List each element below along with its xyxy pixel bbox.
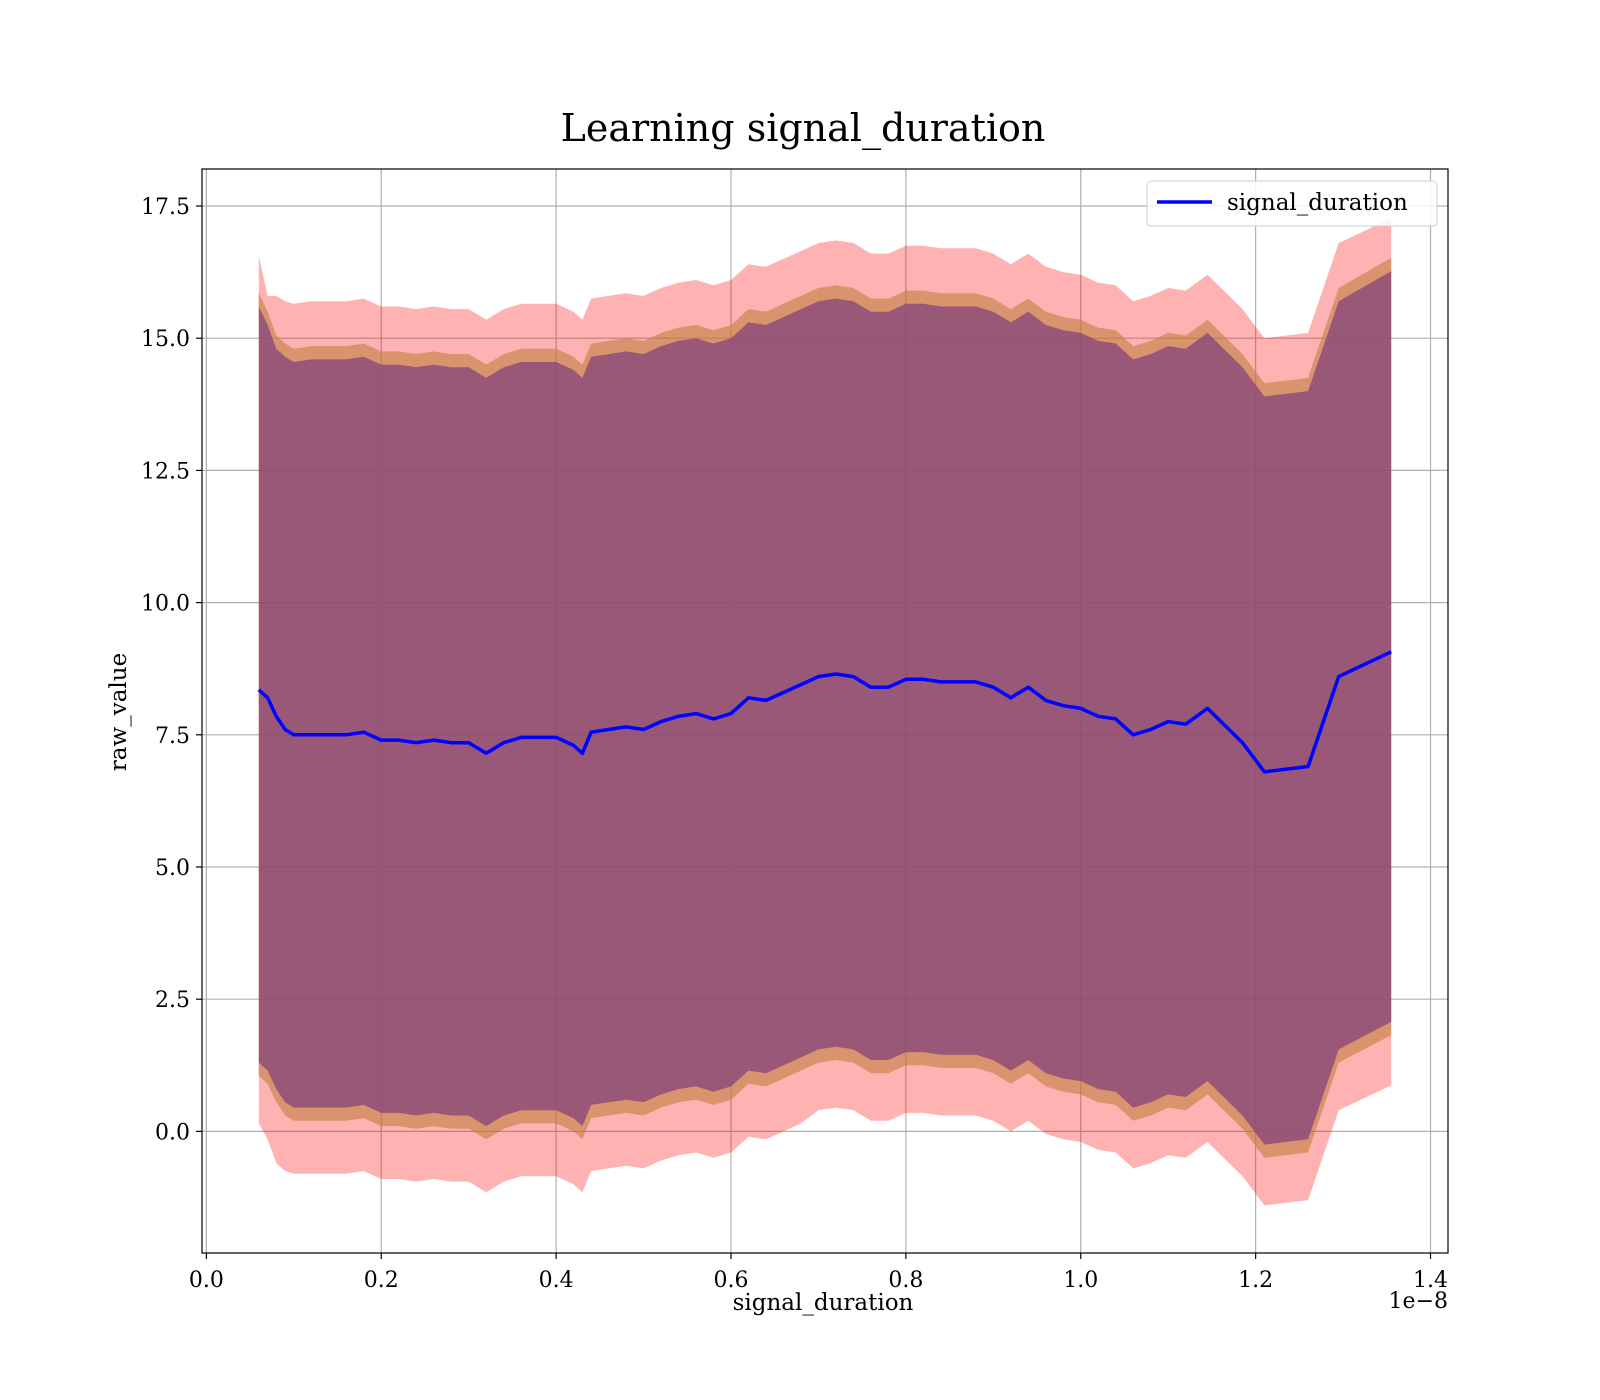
band-inner xyxy=(258,271,1392,1145)
x-tick-label: 0.6 xyxy=(714,1268,749,1293)
legend: signal_duration xyxy=(1146,180,1438,227)
y-axis-ticks: 0.0 2.5 5.0 7.5 10.0 12.5 15.0 17.5 xyxy=(141,195,202,1145)
y-tick-label: 17.5 xyxy=(141,195,190,220)
chart-title: Learning signal_duration xyxy=(561,106,1046,151)
legend-box xyxy=(1146,180,1438,227)
y-tick-label: 12.5 xyxy=(141,459,190,484)
x-tick-label: 0.2 xyxy=(364,1268,399,1293)
x-axis-label: signal_duration xyxy=(733,1290,914,1316)
x-tick-label: 0.0 xyxy=(189,1268,224,1293)
series-lines xyxy=(257,650,1392,774)
y-tick-label: 10.0 xyxy=(141,592,190,617)
x-tick-label: 0.8 xyxy=(888,1268,923,1293)
y-tick-label: 2.5 xyxy=(155,988,190,1013)
y-tick-label: 7.5 xyxy=(155,724,190,749)
y-tick-label: 0.0 xyxy=(155,1120,190,1145)
y-tick-label: 15.0 xyxy=(141,327,190,352)
legend-label: signal_duration xyxy=(1227,190,1408,216)
plot-frame xyxy=(201,168,1449,1254)
x-tick-label: 1.2 xyxy=(1238,1268,1273,1293)
x-tick-label: 1.0 xyxy=(1063,1268,1098,1293)
series-line-signal-duration xyxy=(257,650,1392,774)
confidence-bands xyxy=(258,218,1392,1206)
x-axis-offset-label: 1e−8 xyxy=(1389,1289,1448,1314)
x-tick-label: 1.4 xyxy=(1413,1268,1448,1293)
x-tick-label: 0.4 xyxy=(539,1268,574,1293)
x-axis-ticks: 0.0 0.2 0.4 0.6 0.8 1.0 1.2 1.4 xyxy=(189,1253,1448,1293)
y-axis-label: raw_value xyxy=(106,653,132,771)
y-tick-label: 5.0 xyxy=(155,856,190,881)
